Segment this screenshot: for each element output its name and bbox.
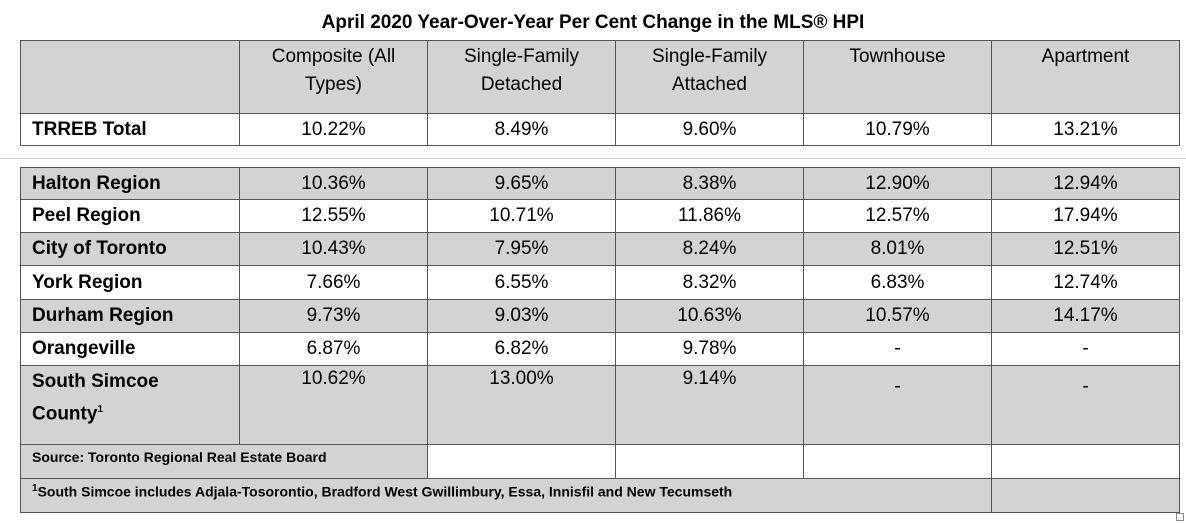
table-title: April 2020 Year-Over-Year Per Cent Chang…: [321, 12, 865, 33]
row-label: Halton Region: [20, 167, 240, 200]
empty-cell: [803, 444, 992, 479]
table-cell: 13.00%: [427, 365, 616, 445]
column-header-line: Detached: [480, 74, 563, 95]
table-row: Peel Region 12.55% 10.71% 11.86% 12.57% …: [20, 199, 1180, 233]
footnote-marker: 1: [97, 404, 103, 415]
table-cell: 9.03%: [427, 299, 616, 333]
table-cell: 6.55%: [427, 265, 616, 300]
table-cell: 9.73%: [239, 299, 428, 333]
table-cell: 17.94%: [991, 199, 1180, 233]
table-row: Orangeville 6.87% 6.82% 9.78% - -: [20, 332, 1180, 366]
table-row: York Region 7.66% 6.55% 8.32% 6.83% 12.7…: [20, 265, 1180, 300]
header-corner-cell: [20, 40, 240, 114]
page-break-line: [0, 158, 1186, 159]
column-header-line: Attached: [672, 74, 747, 95]
table-cell: 7.95%: [427, 232, 616, 266]
column-header-line: Apartment: [1041, 46, 1130, 67]
total-row: TRREB Total 10.22% 8.49% 9.60% 10.79% 13…: [20, 113, 1180, 146]
column-header-townhouse: Townhouse: [803, 40, 992, 114]
table-cell: 14.17%: [991, 299, 1180, 333]
column-header-row: Composite (All Types) Single-Family Deta…: [20, 40, 1180, 114]
table-cell: 6.87%: [239, 332, 428, 366]
table-cell: -: [991, 332, 1180, 366]
footnote-text: South Simcoe includes Adjala-Tosorontio,…: [37, 483, 733, 500]
table-cell: 7.66%: [239, 265, 428, 300]
row-label-line: South Simcoe: [32, 371, 159, 392]
row-label: South Simcoe County1: [20, 365, 240, 445]
table-row: Halton Region 10.36% 9.65% 8.38% 12.90% …: [20, 167, 1180, 200]
row-label-line: County: [32, 403, 98, 425]
table-cell: 8.24%: [615, 232, 804, 266]
table-cell: 6.83%: [803, 265, 992, 300]
table-cell: 10.43%: [239, 232, 428, 266]
table-cell[interactable]: 8.49%: [427, 113, 616, 146]
table-cell: 10.63%: [615, 299, 804, 333]
column-header-detached: Single-Family Detached: [427, 40, 616, 114]
source-note: Source: Toronto Regional Real Estate Boa…: [20, 444, 428, 479]
table-cell: 9.14%: [615, 365, 804, 445]
table-cell: 8.32%: [615, 265, 804, 300]
table-row: South Simcoe County1 10.62% 13.00% 9.14%…: [20, 365, 1180, 445]
table-cell: 8.38%: [615, 167, 804, 200]
table-cell: -: [991, 365, 1180, 445]
table-cell: -: [803, 365, 992, 445]
column-header-apartment: Apartment: [991, 40, 1180, 114]
empty-cell: [991, 444, 1180, 479]
table-cell: -: [803, 332, 992, 366]
column-header-line: Types): [304, 74, 363, 95]
column-header-line: Single-Family: [463, 46, 580, 67]
source-row: Source: Toronto Regional Real Estate Boa…: [20, 444, 1180, 479]
table-cell: 6.82%: [427, 332, 616, 366]
table-cell: 10.79%: [803, 113, 992, 146]
footnote-marker: 1: [32, 483, 38, 494]
empty-cell: [427, 444, 616, 479]
table-cell: 10.36%: [239, 167, 428, 200]
row-label: Peel Region: [20, 199, 240, 233]
header-table: Composite (All Types) Single-Family Deta…: [20, 40, 1180, 146]
column-header-line: Composite (All: [271, 46, 396, 67]
row-label: City of Toronto: [20, 232, 240, 266]
table-cell: 10.71%: [427, 199, 616, 233]
table-cell: 9.65%: [427, 167, 616, 200]
table-cell: 13.21%: [991, 113, 1180, 146]
table-cell: 11.86%: [615, 199, 804, 233]
row-label: York Region: [20, 265, 240, 300]
table-cell: 10.22%: [239, 113, 428, 146]
table-row: Durham Region 9.73% 9.03% 10.63% 10.57% …: [20, 299, 1180, 333]
table-cell: 12.74%: [991, 265, 1180, 300]
row-label: Orangeville: [20, 332, 240, 366]
table-row: City of Toronto 10.43% 7.95% 8.24% 8.01%…: [20, 232, 1180, 266]
empty-cell: [615, 444, 804, 479]
column-header-line: Single-Family: [651, 46, 768, 67]
resize-handle-icon[interactable]: [1176, 513, 1184, 521]
table-cell: 10.57%: [803, 299, 992, 333]
column-header-attached: Single-Family Attached: [615, 40, 804, 114]
cell-text: 8.49%: [494, 118, 549, 140]
table-cell: 10.62%: [239, 365, 428, 445]
footnote: 1South Simcoe includes Adjala-Tosorontio…: [20, 478, 992, 513]
row-label: Durham Region: [20, 299, 240, 333]
row-label: TRREB Total: [20, 113, 240, 146]
table-cell: 12.55%: [239, 199, 428, 233]
column-header-line: Townhouse: [849, 46, 946, 67]
table-cell: 12.90%: [803, 167, 992, 200]
table-cell: 12.57%: [803, 199, 992, 233]
footnote-row: 1South Simcoe includes Adjala-Tosorontio…: [20, 478, 1180, 513]
table-cell: 12.94%: [991, 167, 1180, 200]
table-cell: 8.01%: [803, 232, 992, 266]
table-cell: 12.51%: [991, 232, 1180, 266]
column-header-composite: Composite (All Types): [239, 40, 428, 114]
empty-cell: [991, 478, 1180, 513]
table-cell: 9.60%: [615, 113, 804, 146]
regions-table: Halton Region 10.36% 9.65% 8.38% 12.90% …: [20, 167, 1180, 513]
table-cell: 9.78%: [615, 332, 804, 366]
